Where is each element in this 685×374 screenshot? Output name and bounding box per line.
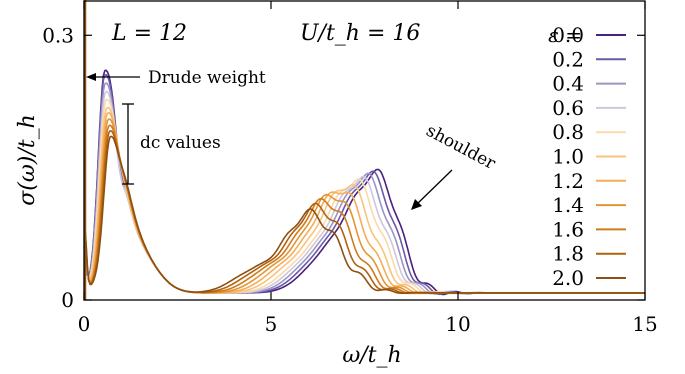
legend-label: 0.8 [552,120,584,144]
plot-frame [83,0,646,301]
axis-ticks: 0 5 10 15 0 0.3 [42,1,658,336]
y-axis-label: σ(ω)/t_h [15,114,40,206]
legend: ε =0.00.20.40.60.81.01.21.41.61.82.0 [548,23,626,290]
annotation-shoulder: shoulder [423,121,500,174]
legend-header: ε = [548,23,582,47]
x-tick-label: 0 [78,312,91,336]
y-tick-label: 0 [61,288,74,312]
dc-range-bracket [122,103,134,185]
shoulder-arrow [411,169,453,210]
legend-label: 1.6 [552,217,584,241]
x-tick-label: 15 [632,312,657,336]
y-tick-label: 0.3 [42,23,74,47]
legend-label: 0.0 [552,23,584,47]
legend-label: 0.4 [552,72,584,96]
curve-layer [83,0,645,300]
annotation-L: L = 12 [111,21,187,46]
legend-label: 0.6 [552,96,584,120]
legend-label: 1.8 [552,242,584,266]
series-line-2.0 [83,135,645,295]
legend-label: 1.2 [552,169,584,193]
legend-label: 2.0 [552,266,584,290]
drude-arrow [86,73,140,81]
legend-label: 0.2 [552,47,584,71]
legend-label: 1.4 [552,193,584,217]
annotation-U: U/t_h = 16 [300,21,420,46]
legend-label: 1.0 [552,145,584,169]
x-tick-label: 5 [265,312,278,336]
annotation-dc: dc values [140,133,221,153]
x-tick-label: 10 [445,312,470,336]
x-axis-label: ω/t_h [342,343,401,368]
annotation-drude: Drude weight [148,68,266,88]
